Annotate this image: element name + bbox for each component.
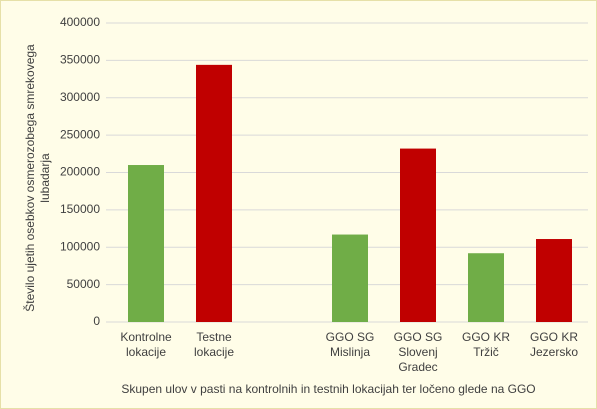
bar: [332, 234, 368, 322]
y-tick-label: 200000: [60, 165, 100, 179]
x-tick-label: GGO SG Mislinja: [325, 330, 375, 359]
y-tick-label: 300000: [60, 90, 100, 104]
bar: [128, 165, 164, 322]
x-tick-label: Testne lokacije: [193, 330, 235, 359]
y-tick-label: 0: [93, 314, 100, 328]
y-tick-label: 250000: [60, 127, 100, 141]
bar: [468, 253, 504, 322]
y-tick-label: 50000: [67, 277, 101, 291]
y-tick-label: 400000: [60, 15, 100, 29]
x-tick-label: GGO SG Slovenj Gradec: [393, 330, 443, 374]
bar: [196, 64, 232, 323]
y-tick-label: 100000: [60, 239, 100, 253]
x-tick-label: GGO KR Jezersko: [529, 330, 579, 359]
bar: [400, 148, 436, 322]
x-axis-title: Skupen ulov v pasti na kontrolnih in tes…: [121, 382, 536, 396]
y-tick-label: 350000: [60, 53, 100, 67]
y-tick-label: 150000: [60, 202, 100, 216]
x-tick-label: Kontrolne lokacije: [120, 330, 172, 359]
bar: [536, 239, 572, 322]
x-tick-label: GGO KR Tržič: [461, 330, 510, 359]
y-axis-title: Število ujetih osebkov osmerozobega smre…: [23, 44, 52, 312]
